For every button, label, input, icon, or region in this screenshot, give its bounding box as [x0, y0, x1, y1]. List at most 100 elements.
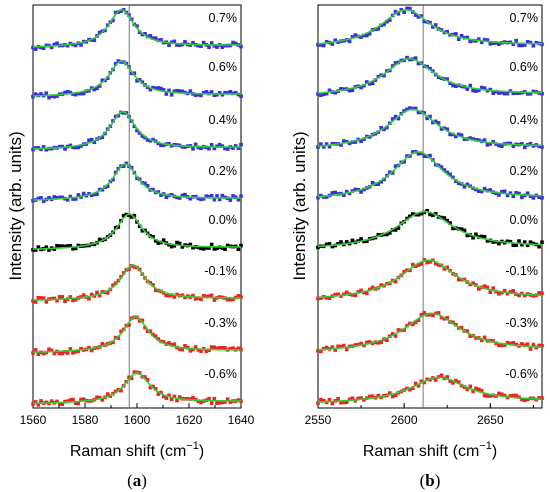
data-point — [396, 116, 401, 121]
data-point — [540, 196, 544, 200]
data-point — [89, 348, 94, 353]
data-point — [129, 71, 134, 76]
data-point — [236, 146, 241, 150]
data-point — [36, 196, 41, 201]
data-point — [428, 212, 432, 217]
data-point — [525, 397, 530, 402]
data-point — [47, 95, 51, 100]
data-point — [183, 344, 187, 348]
data-point — [482, 138, 487, 142]
data-point — [39, 92, 43, 96]
data-point — [405, 386, 409, 391]
fit-curve — [317, 151, 543, 198]
data-point — [393, 393, 398, 398]
data-point — [482, 86, 487, 90]
data-point — [191, 40, 195, 45]
data-point — [405, 6, 409, 11]
data-point — [327, 398, 332, 402]
series-label-a-0: 0.7% — [209, 11, 238, 25]
data-point — [180, 193, 185, 198]
data-point — [419, 151, 424, 156]
data-point — [408, 214, 412, 219]
data-point — [362, 290, 366, 295]
data-point — [204, 246, 209, 250]
data-point — [522, 343, 527, 348]
data-point — [413, 106, 418, 111]
data-point — [172, 89, 177, 94]
data-point — [347, 88, 352, 93]
data-point — [140, 134, 145, 138]
data-point — [215, 246, 219, 251]
data-point — [359, 190, 363, 194]
data-point — [97, 237, 102, 242]
data-point — [422, 258, 427, 262]
data-point — [52, 351, 57, 356]
data-point — [468, 39, 473, 44]
data-point — [105, 184, 110, 189]
data-point — [33, 47, 38, 51]
data-point — [97, 84, 102, 88]
data-point — [362, 33, 366, 38]
data-point — [405, 216, 409, 221]
data-point — [119, 9, 123, 13]
data-point — [100, 78, 105, 83]
data-point — [204, 194, 209, 198]
data-point — [413, 320, 418, 325]
data-point — [81, 293, 86, 297]
data-point — [379, 179, 383, 184]
data-point — [68, 295, 73, 299]
data-point — [100, 135, 105, 140]
data-point — [505, 291, 510, 296]
data-point — [143, 135, 147, 140]
data-point — [116, 336, 121, 340]
data-point — [145, 138, 150, 142]
data-point — [425, 116, 429, 121]
data-point — [333, 90, 338, 95]
data-point — [333, 38, 338, 43]
data-point — [73, 297, 78, 302]
data-point — [209, 193, 214, 198]
spectrum-a-7: -0.6% — [31, 367, 243, 407]
data-point — [422, 311, 427, 315]
data-point — [379, 125, 383, 130]
data-point — [111, 18, 115, 23]
data-point — [68, 398, 73, 402]
data-point — [231, 297, 235, 302]
data-point — [111, 340, 115, 345]
spectra-b: 0.7% 0.6% 0.4% 0.2% 0.0% -0.1% -0.3% -0.6% — [316, 5, 544, 408]
data-point — [68, 194, 73, 199]
data-point — [33, 400, 38, 404]
data-point — [175, 240, 179, 245]
data-point — [63, 299, 67, 304]
fit-curve — [317, 108, 542, 147]
data-point — [479, 85, 484, 90]
fit-curve — [33, 163, 241, 201]
data-point — [60, 244, 65, 248]
data-point — [127, 323, 131, 327]
data-point — [474, 137, 478, 142]
data-point — [439, 315, 444, 320]
data-point — [505, 91, 510, 96]
data-point — [385, 19, 389, 24]
data-point — [459, 133, 464, 137]
data-point — [416, 61, 421, 66]
data-point — [156, 241, 161, 245]
data-point — [175, 398, 179, 403]
data-point — [428, 114, 432, 119]
data-point — [365, 80, 369, 84]
data-point — [333, 190, 338, 195]
data-point — [448, 132, 452, 137]
data-point — [217, 142, 222, 147]
data-point — [462, 137, 467, 141]
data-point — [379, 340, 383, 345]
data-point — [425, 64, 429, 69]
data-point — [431, 25, 435, 29]
data-point — [233, 90, 238, 95]
data-point — [207, 246, 211, 250]
data-point — [73, 43, 78, 48]
data-point — [525, 39, 530, 44]
data-point — [502, 393, 507, 398]
data-point — [76, 91, 81, 96]
data-point — [169, 244, 174, 249]
data-point — [79, 144, 83, 148]
